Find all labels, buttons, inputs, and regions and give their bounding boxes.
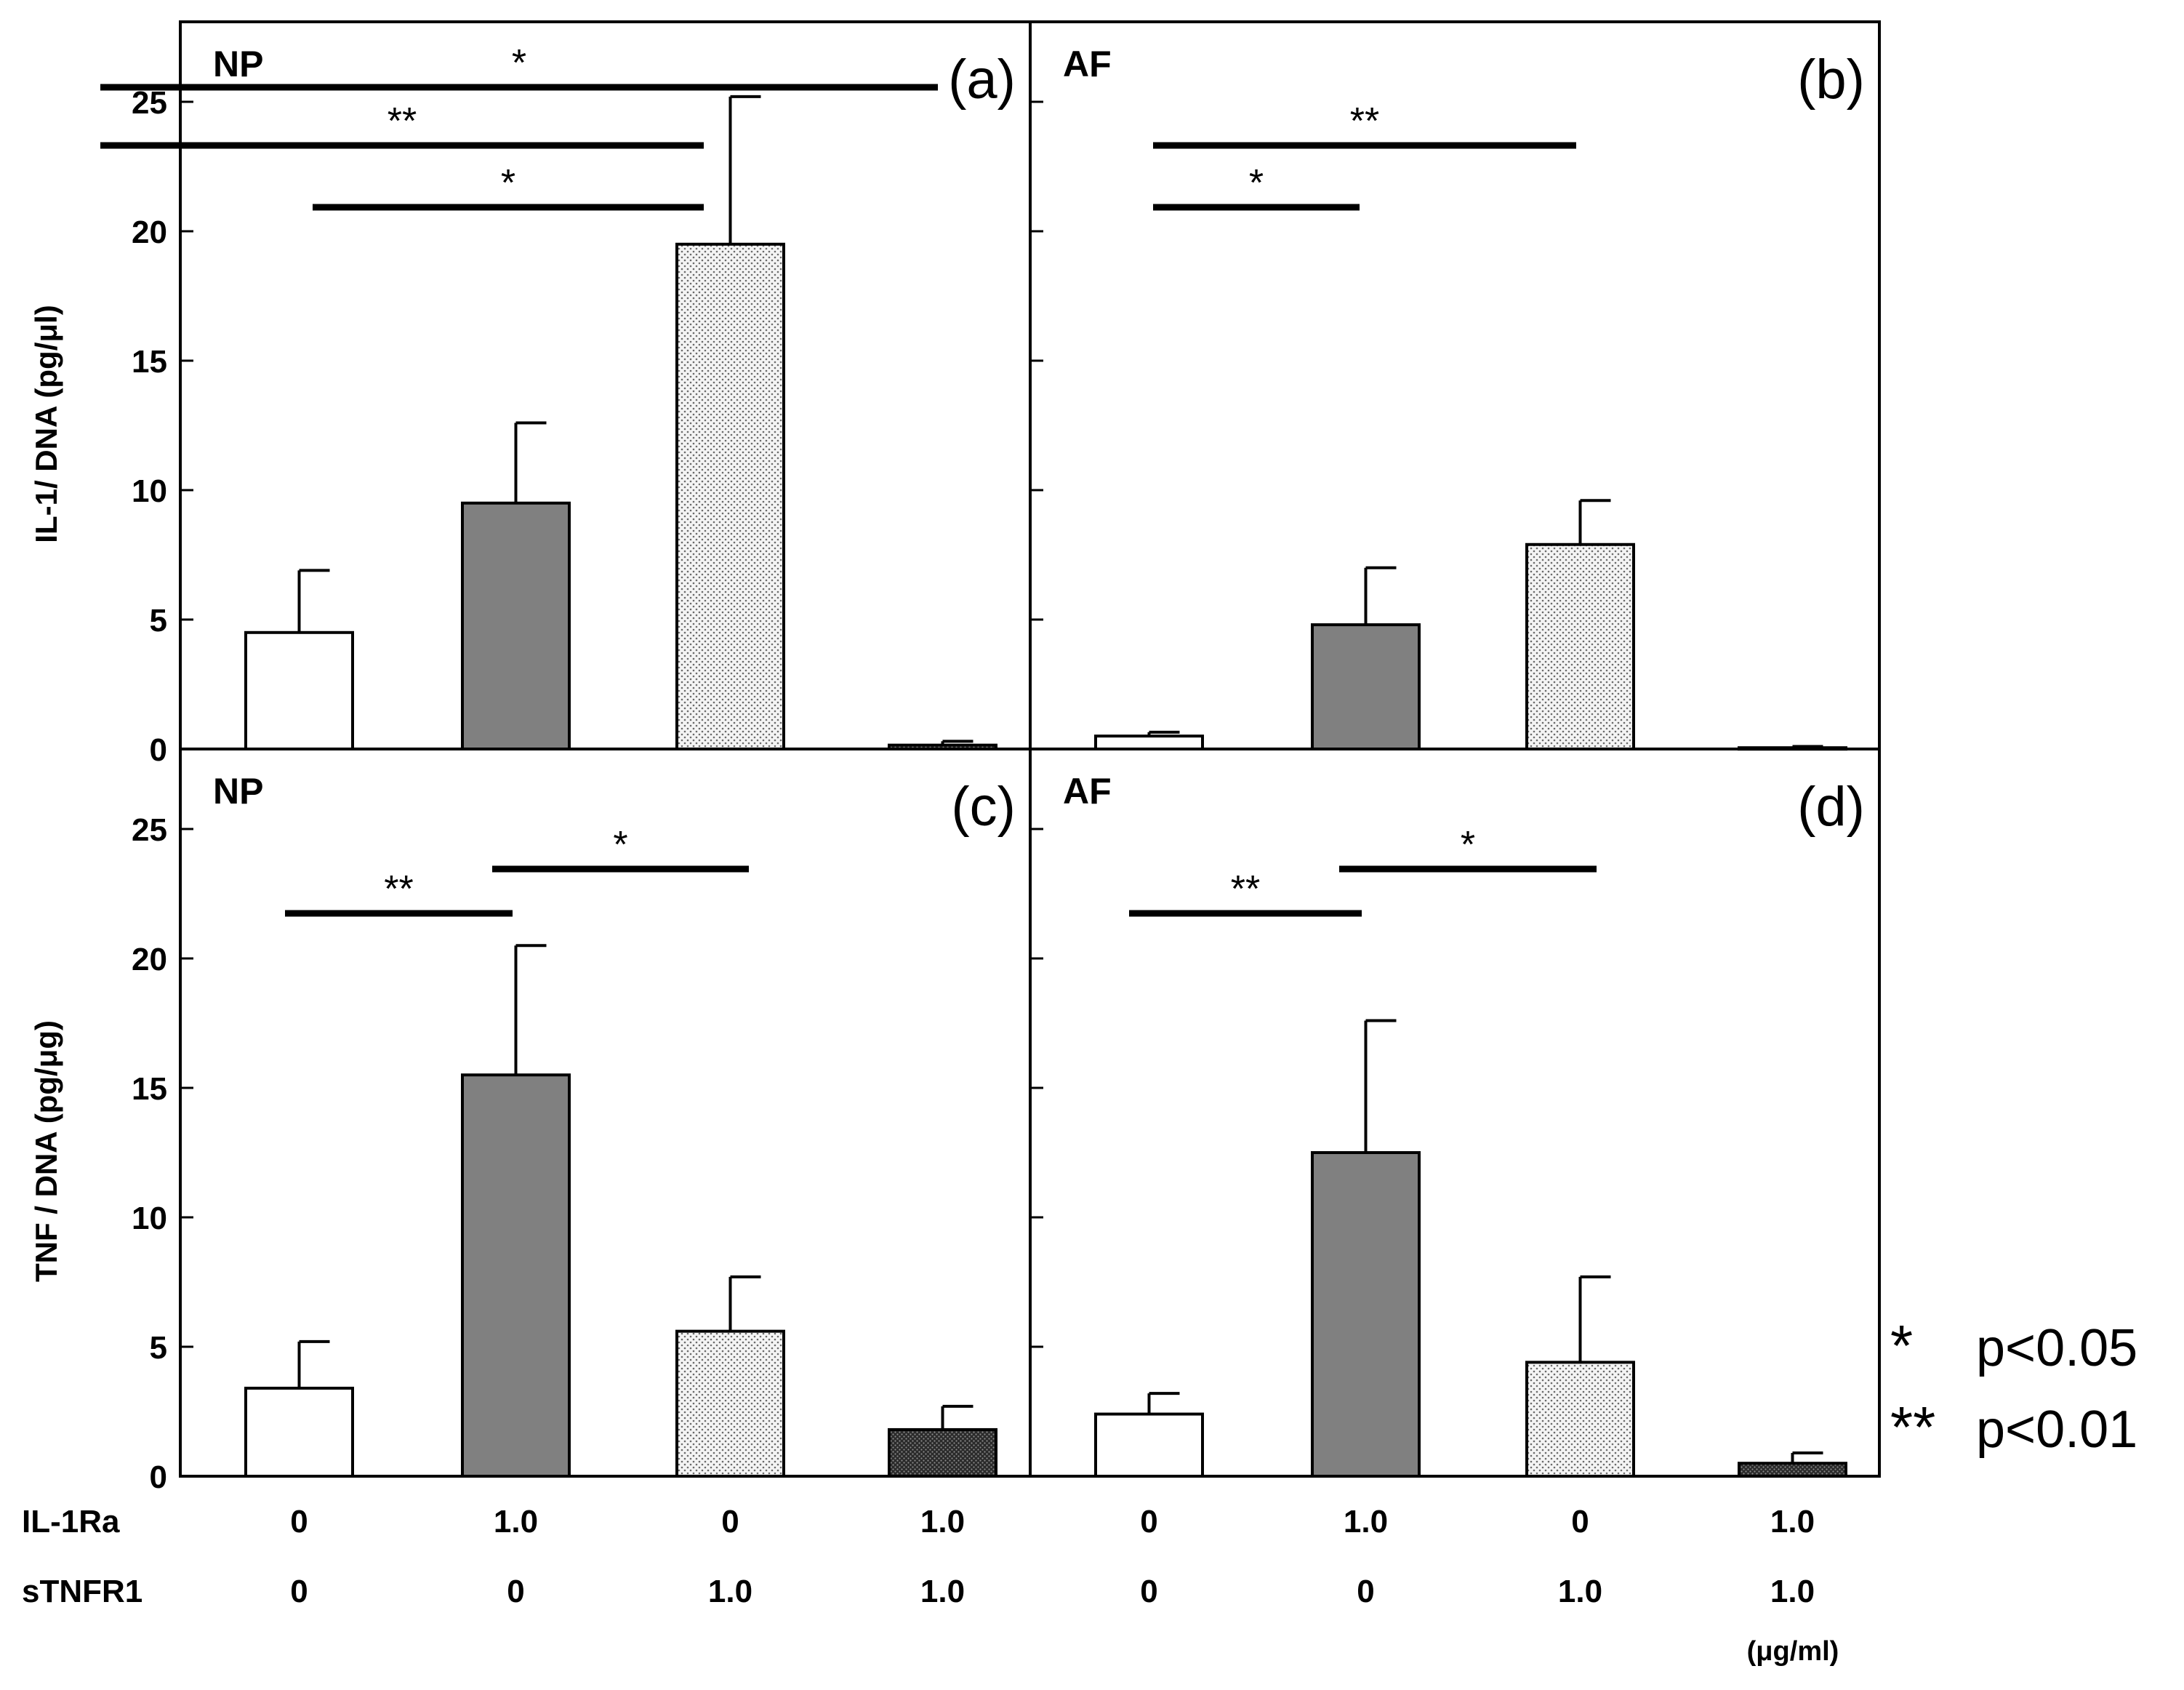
y-tick-label: 20 bbox=[132, 942, 167, 977]
group-label: AF bbox=[1063, 44, 1112, 84]
stnfr1-value: 1.0 bbox=[920, 1574, 965, 1609]
bar-d-4 bbox=[1738, 1462, 1847, 1478]
bar-d-1 bbox=[1094, 1412, 1204, 1478]
y-tick-label: 15 bbox=[132, 1071, 167, 1107]
legend-symbol-single: * bbox=[1890, 1313, 1913, 1378]
stnfr1-value: 0 bbox=[1357, 1574, 1374, 1609]
bar-c-1 bbox=[244, 1386, 354, 1478]
stnfr1-value: 0 bbox=[290, 1574, 308, 1609]
row-label-il1ra: IL-1Ra bbox=[22, 1504, 120, 1539]
treatment-values: 0 0 1.0 0 0 1.0 1.0 1.0 0 0 1.0 0 0 1.0 1.0 1.0 bbox=[290, 1504, 1815, 1609]
il1ra-value: 0 bbox=[1140, 1504, 1157, 1539]
stnfr1-value: 0 bbox=[507, 1574, 524, 1609]
stnfr1-value: 1.0 bbox=[1558, 1574, 1602, 1609]
bar-c-4 bbox=[888, 1427, 997, 1478]
bar-d-3 bbox=[1525, 1361, 1635, 1478]
panel-d: AF (d)*** bbox=[1030, 771, 1865, 1478]
significance-label: * bbox=[501, 162, 515, 204]
y-tick-label: 25 bbox=[132, 812, 167, 848]
y-axis-title-bottom: TNF / DNA (pg/μg) bbox=[29, 1020, 63, 1282]
il1ra-value: 0 bbox=[721, 1504, 739, 1539]
bar-a-1 bbox=[244, 630, 354, 750]
y-tick-label: 25 bbox=[132, 85, 167, 121]
significance-label: * bbox=[1249, 162, 1264, 204]
stnfr1-value: 1.0 bbox=[1770, 1574, 1815, 1609]
bar-a-2 bbox=[461, 501, 571, 750]
bar-a-3 bbox=[675, 242, 785, 750]
y-tick-label: 15 bbox=[132, 344, 167, 380]
significance-label: ** bbox=[384, 868, 413, 910]
group-label: AF bbox=[1063, 771, 1112, 812]
significance-label: ** bbox=[1350, 100, 1379, 143]
bar-c-2 bbox=[461, 1073, 571, 1478]
stnfr1-value: 0 bbox=[1140, 1574, 1157, 1609]
il1ra-value: 1.0 bbox=[1770, 1504, 1815, 1539]
significance-label: * bbox=[613, 824, 627, 866]
panel-letter: (a) bbox=[948, 49, 1016, 111]
bar-a-4 bbox=[888, 743, 997, 751]
il1ra-value: 0 bbox=[290, 1504, 308, 1539]
panel-letter: (b) bbox=[1797, 49, 1865, 111]
y-tick-label: 0 bbox=[150, 732, 167, 768]
il1ra-value: 0 bbox=[1571, 1504, 1589, 1539]
y-tick-label: 5 bbox=[150, 1330, 167, 1366]
bar-b-3 bbox=[1525, 542, 1635, 750]
bar-c-3 bbox=[675, 1329, 785, 1478]
unit-label: (μg/ml) bbox=[1747, 1636, 1839, 1667]
panel-letter: (d) bbox=[1797, 776, 1865, 838]
legend-symbol-double: ** bbox=[1890, 1395, 1935, 1459]
significance-label: ** bbox=[388, 100, 417, 143]
y-tick-label: 10 bbox=[132, 473, 167, 509]
y-tick-label: 0 bbox=[150, 1459, 167, 1495]
bar-d-2 bbox=[1311, 1151, 1421, 1478]
bar-b-2 bbox=[1311, 623, 1421, 750]
y-tick-label: 10 bbox=[132, 1201, 167, 1236]
significance-label: * bbox=[1461, 824, 1475, 866]
significance-label: * bbox=[512, 42, 526, 84]
row-label-stnfr1: sTNFR1 bbox=[22, 1574, 142, 1609]
panel-b: AF (b)*** bbox=[1030, 44, 1865, 751]
bar-b-1 bbox=[1094, 734, 1204, 751]
y-tick-label: 5 bbox=[150, 603, 167, 638]
panel-letter: (c) bbox=[951, 776, 1016, 838]
stnfr1-value: 1.0 bbox=[708, 1574, 752, 1609]
group-label: NP bbox=[213, 44, 263, 84]
y-axis-title-top: IL-1/ DNA (pg/μl) bbox=[29, 305, 63, 542]
group-label: NP bbox=[213, 771, 263, 812]
y-tick-label: 20 bbox=[132, 215, 167, 250]
significance-label: ** bbox=[1231, 868, 1260, 910]
legend-text-double: p<0.01 bbox=[1976, 1401, 2137, 1459]
bar-b-4 bbox=[1738, 746, 1847, 751]
il1ra-value: 1.0 bbox=[920, 1504, 965, 1539]
legend-text-single: p<0.05 bbox=[1976, 1319, 2137, 1377]
il1ra-value: 1.0 bbox=[1344, 1504, 1388, 1539]
il1ra-value: 1.0 bbox=[494, 1504, 538, 1539]
